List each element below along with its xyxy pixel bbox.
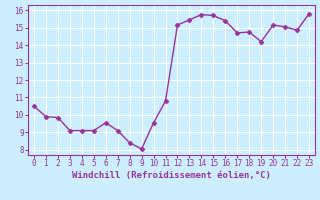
X-axis label: Windchill (Refroidissement éolien,°C): Windchill (Refroidissement éolien,°C) [72,171,271,180]
